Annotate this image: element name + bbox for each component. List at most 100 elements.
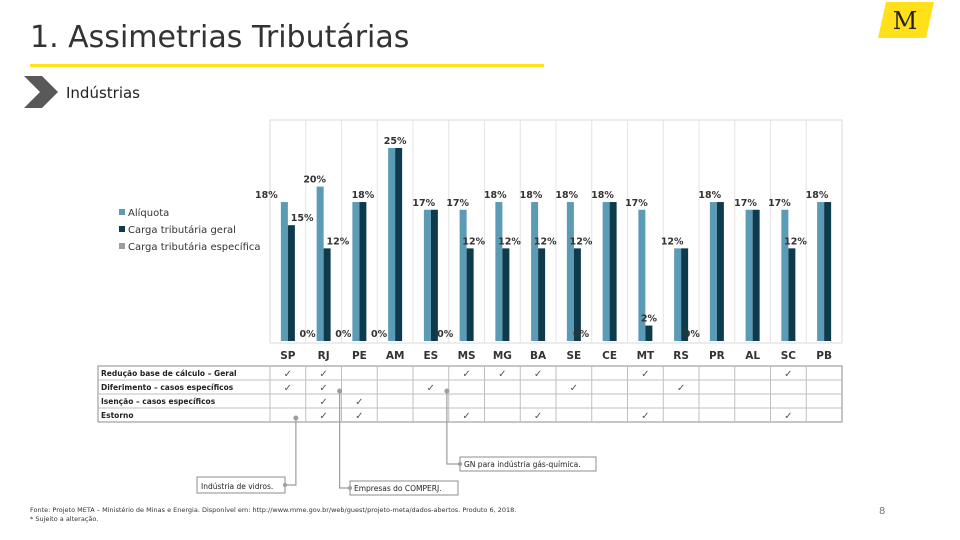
category-label: SC bbox=[781, 350, 797, 362]
callout-end-dot bbox=[458, 462, 462, 466]
category-label: PR bbox=[709, 350, 725, 362]
check-icon: ✓ bbox=[534, 411, 542, 422]
data-label: 12% bbox=[462, 236, 485, 247]
bar-carga-geral bbox=[645, 325, 653, 341]
category-label: SP bbox=[280, 350, 296, 362]
footer-note: * Sujeito a alteração. bbox=[30, 515, 99, 523]
data-label: 17% bbox=[446, 198, 469, 209]
bar-aliquota bbox=[423, 209, 431, 341]
check-icon: ✓ bbox=[462, 411, 470, 422]
data-label: 18% bbox=[555, 190, 578, 201]
check-icon: ✓ bbox=[784, 411, 792, 422]
logo-letter: M bbox=[893, 7, 918, 35]
data-label: 12% bbox=[784, 236, 807, 247]
callout-end-dot bbox=[283, 483, 287, 487]
title-underline bbox=[30, 64, 544, 67]
bar-carga-geral bbox=[466, 248, 474, 341]
data-label: 0% bbox=[437, 329, 454, 340]
callout-end-dot bbox=[348, 486, 352, 490]
footer: Fonte: Projeto META – Ministério de Mina… bbox=[30, 506, 516, 524]
data-label: 12% bbox=[327, 236, 350, 247]
check-icon: ✓ bbox=[319, 397, 327, 408]
callout-text: Empresas do COMPERJ. bbox=[354, 484, 442, 493]
table-row-label: Isenção – casos específicos bbox=[101, 397, 216, 406]
data-label: 0% bbox=[335, 329, 352, 340]
category-label: RJ bbox=[318, 350, 330, 362]
data-label: 18% bbox=[255, 190, 278, 201]
bar-aliquota bbox=[602, 202, 610, 341]
legend-swatch bbox=[119, 209, 125, 215]
category-label: MG bbox=[493, 350, 512, 362]
data-label: 12% bbox=[570, 236, 593, 247]
callout-text: Indústria de vidros. bbox=[201, 482, 273, 491]
check-icon: ✓ bbox=[677, 383, 685, 394]
bar-carga-geral bbox=[359, 202, 367, 341]
check-icon: ✓ bbox=[784, 369, 792, 380]
category-label: PE bbox=[352, 350, 367, 362]
data-label: 18% bbox=[591, 190, 614, 201]
bar-aliquota bbox=[495, 202, 503, 341]
category-label: MS bbox=[458, 350, 476, 362]
chevron-right-icon bbox=[24, 76, 58, 108]
bar-aliquota bbox=[745, 209, 753, 341]
bar-carga-geral bbox=[824, 202, 832, 341]
bar-carga-geral bbox=[573, 248, 581, 341]
check-icon: ✓ bbox=[427, 383, 435, 394]
bar-carga-geral bbox=[681, 248, 689, 341]
legend-swatch bbox=[119, 243, 125, 249]
data-label: 0% bbox=[371, 329, 388, 340]
data-label: 25% bbox=[384, 136, 407, 147]
data-label: 17% bbox=[734, 198, 757, 209]
callout-leader bbox=[446, 391, 460, 465]
data-label: 18% bbox=[352, 190, 375, 201]
tax-chart: SP RJ PE AM ES MS MG BA SE CE MT RS PR AL SC PB 18% 15% 0%… bbox=[97, 119, 843, 496]
bar-aliquota bbox=[531, 202, 539, 341]
table-row-label: Redução base de cálculo – Geral bbox=[101, 369, 237, 378]
data-label: 0% bbox=[299, 329, 316, 340]
data-label: 12% bbox=[661, 236, 684, 247]
bar-aliquota bbox=[459, 209, 467, 341]
check-icon: ✓ bbox=[355, 397, 363, 408]
check-icon: ✓ bbox=[319, 411, 327, 422]
data-label: 0% bbox=[684, 329, 701, 340]
slide-title: 1. Assimetrias Tributárias bbox=[30, 20, 410, 55]
category-label: MT bbox=[637, 350, 655, 362]
logo-icon: M bbox=[878, 2, 934, 38]
legend-label: Carga tributária específica bbox=[128, 241, 261, 253]
bar-aliquota bbox=[388, 148, 396, 341]
check-icon: ✓ bbox=[462, 369, 470, 380]
data-label: 18% bbox=[520, 190, 543, 201]
bar-aliquota bbox=[817, 202, 825, 341]
table-row-label: Diferimento – casos específicos bbox=[101, 383, 234, 392]
data-label: 17% bbox=[625, 198, 648, 209]
bar-carga-geral bbox=[502, 248, 510, 341]
callout-leader bbox=[285, 418, 297, 486]
legend-swatch bbox=[119, 226, 125, 232]
bar-carga-geral bbox=[716, 202, 724, 341]
category-label: CE bbox=[602, 350, 617, 362]
bar-aliquota bbox=[316, 186, 324, 341]
check-icon: ✓ bbox=[570, 383, 578, 394]
data-label: 17% bbox=[768, 198, 791, 209]
data-label: 17% bbox=[412, 198, 435, 209]
footer-source: Fonte: Projeto META – Ministério de Mina… bbox=[30, 506, 517, 514]
data-label: 0% bbox=[573, 329, 590, 340]
bar-carga-geral bbox=[538, 248, 546, 341]
category-label: ES bbox=[424, 350, 439, 362]
legend-label: Alíquota bbox=[128, 207, 169, 219]
check-icon: ✓ bbox=[498, 369, 506, 380]
category-label: SE bbox=[567, 350, 582, 362]
category-label: PB bbox=[816, 350, 832, 362]
check-icon: ✓ bbox=[355, 411, 363, 422]
bar-aliquota bbox=[638, 209, 646, 341]
bar-aliquota bbox=[566, 202, 574, 341]
data-label: 18% bbox=[806, 190, 829, 201]
check-icon: ✓ bbox=[319, 383, 327, 394]
data-label: 12% bbox=[498, 236, 521, 247]
bar-aliquota bbox=[709, 202, 717, 341]
data-label: 18% bbox=[698, 190, 721, 201]
bar-carga-geral bbox=[609, 202, 617, 341]
page-number: 8 bbox=[879, 506, 886, 517]
bar-carga-geral bbox=[323, 248, 331, 341]
bar-carga-geral bbox=[395, 148, 403, 341]
